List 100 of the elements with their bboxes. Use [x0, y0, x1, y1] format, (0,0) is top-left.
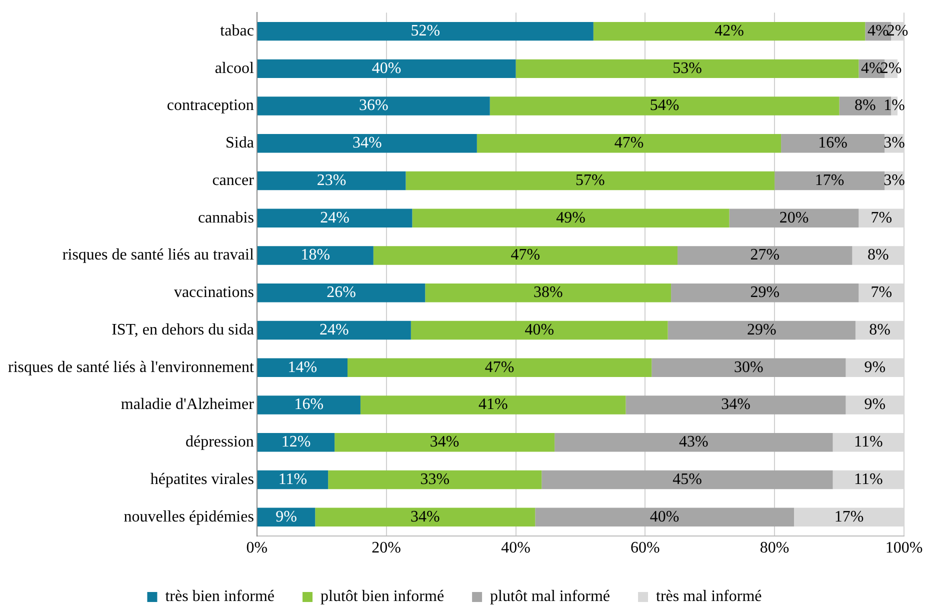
bar [257, 433, 335, 452]
data-label: 30% [734, 358, 764, 376]
bar [490, 96, 840, 116]
data-label: 33% [420, 470, 450, 488]
data-label: 34% [430, 434, 460, 451]
data-label: 11% [854, 434, 883, 451]
data-label: 14% [288, 358, 318, 376]
bar [257, 59, 516, 78]
data-label: 8% [854, 97, 876, 114]
data-label: 29% [750, 284, 780, 302]
data-label: 47% [510, 246, 540, 264]
bar [257, 320, 411, 340]
bar [668, 320, 856, 340]
data-label: 4% [867, 22, 889, 40]
data-label: 9% [276, 508, 297, 526]
data-label: 34% [352, 134, 382, 152]
y-tick-label: cancer [212, 172, 255, 189]
y-tick-label: IST, en dehors du sida [112, 321, 254, 338]
data-label: 18% [300, 246, 330, 264]
data-label: 1% [884, 97, 905, 114]
y-tick-label: risques de santé liés au travail [62, 246, 254, 264]
bar [516, 59, 859, 78]
data-label: 24% [320, 321, 349, 338]
x-tick-label: 60% [630, 540, 660, 557]
bar [257, 22, 594, 41]
data-label: 27% [750, 246, 780, 264]
bar [554, 433, 833, 452]
x-tick-label: 80% [760, 540, 790, 557]
data-label: 38% [533, 284, 563, 302]
bar [257, 134, 477, 153]
data-label: 29% [746, 321, 776, 338]
y-tick-label: alcool [214, 60, 254, 77]
y-tick-label: Sida [225, 134, 254, 152]
bar [257, 358, 348, 377]
y-tick-label: nouvelles épidémies [124, 508, 254, 526]
y-tick-label: tabac [220, 22, 254, 40]
data-label: 8% [869, 321, 890, 338]
data-label: 16% [818, 134, 848, 152]
legend-label: très mal informé [656, 588, 762, 606]
data-label: 17% [834, 508, 864, 526]
legend-label: très bien informé [165, 588, 275, 606]
data-label: 9% [864, 396, 886, 414]
y-tick-label: hépatites virales [150, 470, 254, 488]
bar [257, 396, 360, 414]
data-label: 47% [614, 134, 644, 152]
data-label: 11% [854, 470, 883, 488]
bar [626, 396, 846, 414]
data-label: 40% [650, 508, 680, 526]
bar [535, 508, 794, 526]
x-tick-label: 0% [246, 540, 268, 557]
legend-label: plutôt mal informé [490, 588, 610, 606]
bar [257, 171, 406, 190]
data-label: 4% [860, 60, 882, 77]
data-label: 17% [814, 172, 844, 189]
data-label: 3% [884, 172, 905, 189]
bar [257, 208, 412, 228]
x-tick-label: 40% [501, 540, 530, 557]
bar [360, 396, 626, 414]
data-label: 52% [410, 22, 440, 40]
data-label: 9% [864, 358, 886, 376]
data-label: 49% [556, 209, 586, 226]
data-label: 3% [884, 134, 905, 152]
bar [425, 284, 672, 302]
data-label: 26% [326, 284, 356, 302]
data-label: 7% [870, 209, 892, 226]
data-label: 34% [721, 396, 750, 414]
bar [257, 284, 426, 302]
y-tick-label: contraception [166, 97, 254, 114]
data-label: 42% [714, 22, 744, 40]
data-label: 54% [650, 97, 680, 114]
bar [476, 134, 782, 153]
bar [257, 470, 328, 490]
bar [373, 246, 678, 265]
y-tick-label: vaccinations [174, 284, 254, 302]
data-label: 20% [779, 209, 809, 226]
data-label: 40% [524, 321, 554, 338]
data-label: 24% [320, 209, 350, 226]
legend-label: plutôt bien informé [320, 588, 444, 606]
x-tick-label: 20% [372, 540, 401, 557]
data-label: 45% [672, 470, 702, 488]
bar [406, 171, 775, 190]
bar [348, 358, 652, 377]
bar [652, 358, 846, 377]
data-label: 40% [372, 60, 402, 77]
data-label: 34% [410, 508, 440, 526]
data-label: 2% [886, 22, 908, 40]
bar [671, 284, 859, 302]
bar [412, 208, 730, 228]
bar [729, 208, 859, 228]
bar [257, 96, 490, 116]
y-tick-label: cannabis [198, 209, 254, 226]
data-label: 16% [294, 396, 324, 414]
bar [410, 320, 668, 340]
data-label: 23% [316, 172, 346, 189]
bar [315, 508, 536, 526]
y-tick-label: risques de santé liés à l'environnement [8, 358, 254, 376]
bar [593, 22, 866, 41]
x-tick-label: 100% [885, 540, 923, 557]
bar [328, 470, 542, 490]
data-label: 36% [358, 97, 388, 114]
